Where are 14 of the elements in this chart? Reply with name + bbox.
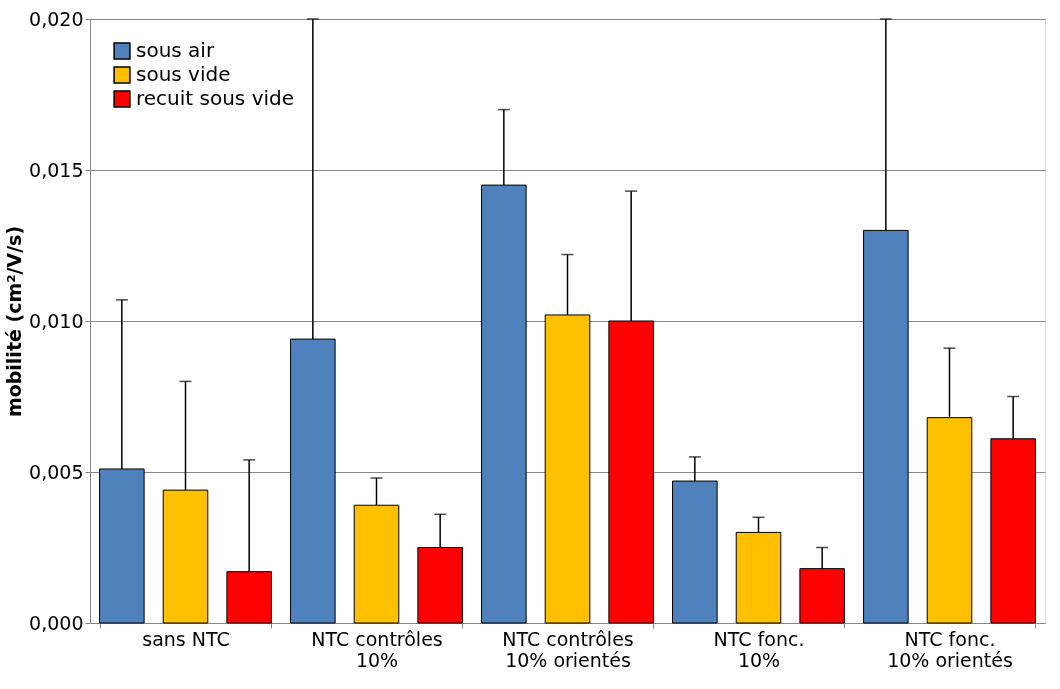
legend-label: sous vide: [136, 62, 231, 86]
legend-label: sous air: [136, 38, 215, 62]
y-tick-label: 0,020: [29, 7, 84, 30]
y-tick-label: 0,010: [29, 309, 84, 332]
legend-label: recuit sous vide: [136, 86, 295, 110]
y-axis-title: mobilité (cm²/V/s): [3, 225, 26, 418]
y-tick-label: 0,015: [29, 158, 84, 181]
x-tick-label: sans NTC: [142, 627, 230, 650]
x-tick-label: NTC contrôles 10% orientés: [502, 627, 634, 671]
x-tick-label: NTC contrôles 10%: [311, 627, 443, 671]
x-tick-label: NTC fonc. 10%: [713, 627, 805, 671]
y-tick-label: 0,005: [29, 460, 84, 483]
y-tick-label: 0,000: [29, 611, 84, 634]
x-tick-label: NTC fonc. 10% orientés: [887, 627, 1013, 671]
